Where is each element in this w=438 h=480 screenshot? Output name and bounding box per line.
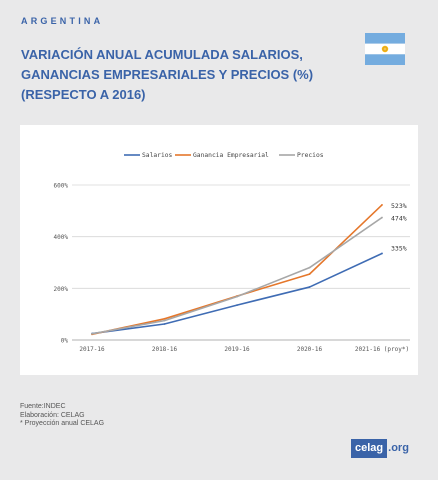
chart-title: VARIACIÓN ANUAL ACUMULADA SALARIOS, GANA… — [21, 45, 341, 105]
data-point — [163, 319, 166, 322]
data-point — [163, 317, 166, 320]
y-tick-label: 0% — [61, 338, 69, 345]
celag-logo[interactable]: celag .org — [351, 438, 409, 458]
country-label: ARGENTINA — [21, 16, 104, 26]
elaboration-text: Elaboración: CELAG — [20, 411, 85, 419]
data-point — [163, 323, 166, 325]
data-point — [308, 286, 311, 288]
projection-note: * Proyección anual CELAG — [20, 420, 105, 427]
series-line — [91, 216, 383, 335]
data-point — [381, 252, 383, 255]
argentina-flag-icon — [365, 33, 405, 65]
data-point — [308, 273, 311, 276]
title-line: GANANCIAS EMPRESARIALES Y PRECIOS (%) — [21, 67, 314, 82]
line-chart: 0% 200% 400% 600% 2017-16 2018-16 2019-16 2020-… — [54, 152, 410, 353]
x-tick-label: 2019-16 — [224, 346, 250, 353]
legend-label: Salarios — [142, 152, 173, 159]
logo-text: celag — [351, 438, 388, 458]
data-point — [236, 304, 238, 307]
end-value-label: 335% — [391, 244, 407, 252]
end-value-label: 474% — [391, 215, 407, 223]
logo-domain: .org — [388, 442, 409, 454]
y-tick-label: 400% — [54, 234, 69, 241]
data-point — [381, 216, 383, 219]
data-point — [308, 266, 311, 269]
series-line — [91, 252, 383, 335]
end-value-label: 523% — [391, 202, 407, 210]
title-line: VARIACIÓN ANUAL ACUMULADA SALARIOS, — [21, 47, 303, 62]
data-point — [236, 295, 238, 298]
series-line — [91, 204, 383, 336]
x-tick-label: 2021-16 (proy*) — [355, 346, 409, 353]
source-notes: Fuente:INDEC Elaboración: CELAG * Proyec… — [20, 403, 104, 429]
legend-label: Ganancia Empresarial — [193, 152, 269, 159]
y-tick-label: 200% — [54, 286, 69, 293]
y-tick-label: 600% — [54, 183, 69, 190]
data-point — [381, 203, 383, 206]
x-tick-label: 2017-16 — [79, 346, 105, 353]
title-line: (RESPECTO A 2016) — [21, 87, 146, 102]
data-point — [91, 332, 93, 335]
chart-card: 0% 200% 400% 600% 2017-16 2018-16 2019-16 2020-… — [20, 125, 418, 375]
x-tick-label: 2018-16 — [152, 346, 178, 353]
x-tick-label: 2020-16 — [297, 346, 323, 353]
source-text: Fuente:INDEC — [20, 403, 66, 410]
legend-label: Precios — [297, 152, 324, 159]
